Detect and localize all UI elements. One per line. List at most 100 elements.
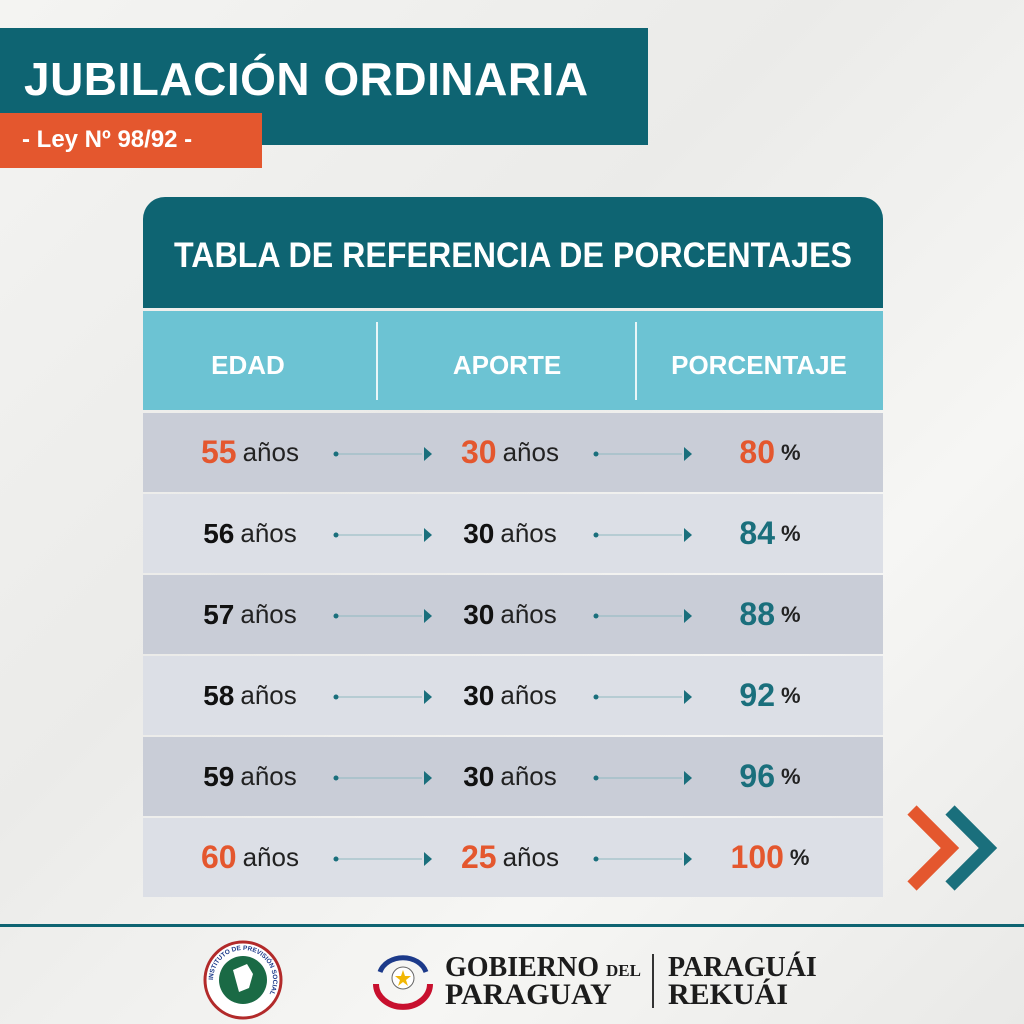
cell-number: 88 (739, 596, 776, 632)
cell-unit: % (789, 844, 810, 870)
connector-arrow (424, 528, 432, 542)
connector-dot (333, 613, 339, 619)
cell-unit: años (240, 761, 297, 791)
gov-small: DEL (606, 961, 641, 980)
table-row: 56 años 30 años 84% (143, 494, 883, 573)
column-label: EDAD (211, 350, 285, 380)
table-row: 58 años 30 años 92% (143, 656, 883, 735)
cell-number: 60 (201, 839, 237, 875)
connector-dot (333, 775, 339, 781)
table-row: 55 años 30 años 80% (143, 413, 883, 492)
cell-unit: años (500, 599, 557, 629)
gov-line2: PARAGUAY (445, 978, 612, 1011)
connector-arrow (684, 852, 692, 866)
cell-unit: años (240, 518, 297, 548)
table-cell: 55 años (155, 413, 345, 492)
cell-unit: % (781, 601, 801, 627)
table-cell: 59 años (155, 737, 345, 816)
table-cell: 57 años (155, 575, 345, 654)
gov-word: GOBIERNO (445, 952, 600, 983)
table-cell: 80% (675, 413, 865, 492)
next-arrows[interactable] (900, 800, 1004, 896)
cell-unit: % (781, 520, 801, 546)
cell-unit: % (781, 682, 801, 708)
connectors (333, 528, 692, 542)
cell-number: 59 (203, 760, 235, 792)
footer-line (0, 924, 1024, 927)
cell-number: 25 (461, 839, 497, 875)
table-cell: 30 años (415, 494, 605, 573)
title: JUBILACIÓN ORDINARIA (24, 53, 589, 105)
cell-unit: años (502, 437, 559, 467)
connector-dot (593, 694, 599, 700)
table-cell: 30 años (415, 575, 605, 654)
connector-arrow (684, 609, 692, 623)
connector-dot (593, 451, 599, 457)
table-cell: 25 años (415, 818, 605, 897)
chevron (907, 805, 960, 891)
connector-arrow (424, 690, 432, 704)
connector-arrow (424, 852, 432, 866)
cell-unit: años (240, 680, 297, 710)
table-cell: 88% (675, 575, 865, 654)
connector-dot (333, 856, 339, 862)
table-cell: 30 años (415, 656, 605, 735)
cell-number: 57 (203, 598, 235, 630)
divider (652, 954, 654, 1008)
connector-arrow (424, 771, 432, 785)
cell-number: 80 (739, 434, 776, 470)
cell-unit: años (242, 437, 299, 467)
subtitle: - Ley Nº 98/92 - (22, 126, 193, 153)
connector-arrow (684, 690, 692, 704)
table-row: 57 años 30 años 88% (143, 575, 883, 654)
table-cell: 30 años (415, 413, 605, 492)
connector-arrow (424, 447, 432, 461)
cell-number: 30 (463, 679, 495, 711)
table-title: TABLA DE REFERENCIA DE PORCENTAJES (173, 236, 853, 275)
connectors (333, 609, 692, 623)
table-row: 60 años 25 años 100% (143, 818, 883, 897)
cell-number: 30 (463, 760, 495, 792)
connector-dot (333, 451, 339, 457)
connectors (333, 852, 692, 866)
cell-unit: años (500, 680, 557, 710)
connector-dot (593, 775, 599, 781)
cell-number: 30 (463, 598, 495, 630)
table-cell: 84% (675, 494, 865, 573)
cell-number: 84 (739, 515, 776, 551)
cell-number: 58 (203, 679, 235, 711)
connector-dot (593, 613, 599, 619)
connectors (333, 447, 692, 461)
connector-dot (333, 694, 339, 700)
table-cell: 92% (675, 656, 865, 735)
connectors (333, 771, 692, 785)
cell-unit: años (242, 842, 299, 872)
cell-number: 100 (730, 839, 784, 875)
cell-number: 92 (739, 677, 776, 713)
cell-number: 56 (203, 517, 235, 549)
table-cell: 100% (675, 818, 865, 897)
table-cell: 58 años (155, 656, 345, 735)
cell-unit: años (500, 518, 557, 548)
gov-line1: GOBIERNO DEL (445, 952, 641, 984)
cell-unit: años (500, 761, 557, 791)
gov-emblem (373, 955, 433, 1010)
cell-unit: años (502, 842, 559, 872)
connector-dot (593, 856, 599, 862)
connector-dot (593, 532, 599, 538)
chevron (945, 805, 998, 891)
column-band (143, 311, 883, 410)
table-cell: 30 años (415, 737, 605, 816)
column-label: APORTE (452, 350, 562, 380)
column-separator (376, 322, 378, 400)
table-row: 59 años 30 años 96% (143, 737, 883, 816)
table-cell: 96% (675, 737, 865, 816)
brand-line2: REKUÁI (668, 978, 789, 1011)
connector-arrow (684, 447, 692, 461)
cell-number: 96 (739, 758, 776, 794)
cell-unit: años (240, 599, 297, 629)
column-label: PORCENTAJE (671, 350, 847, 380)
connector-arrow (424, 609, 432, 623)
table-header (143, 197, 883, 308)
